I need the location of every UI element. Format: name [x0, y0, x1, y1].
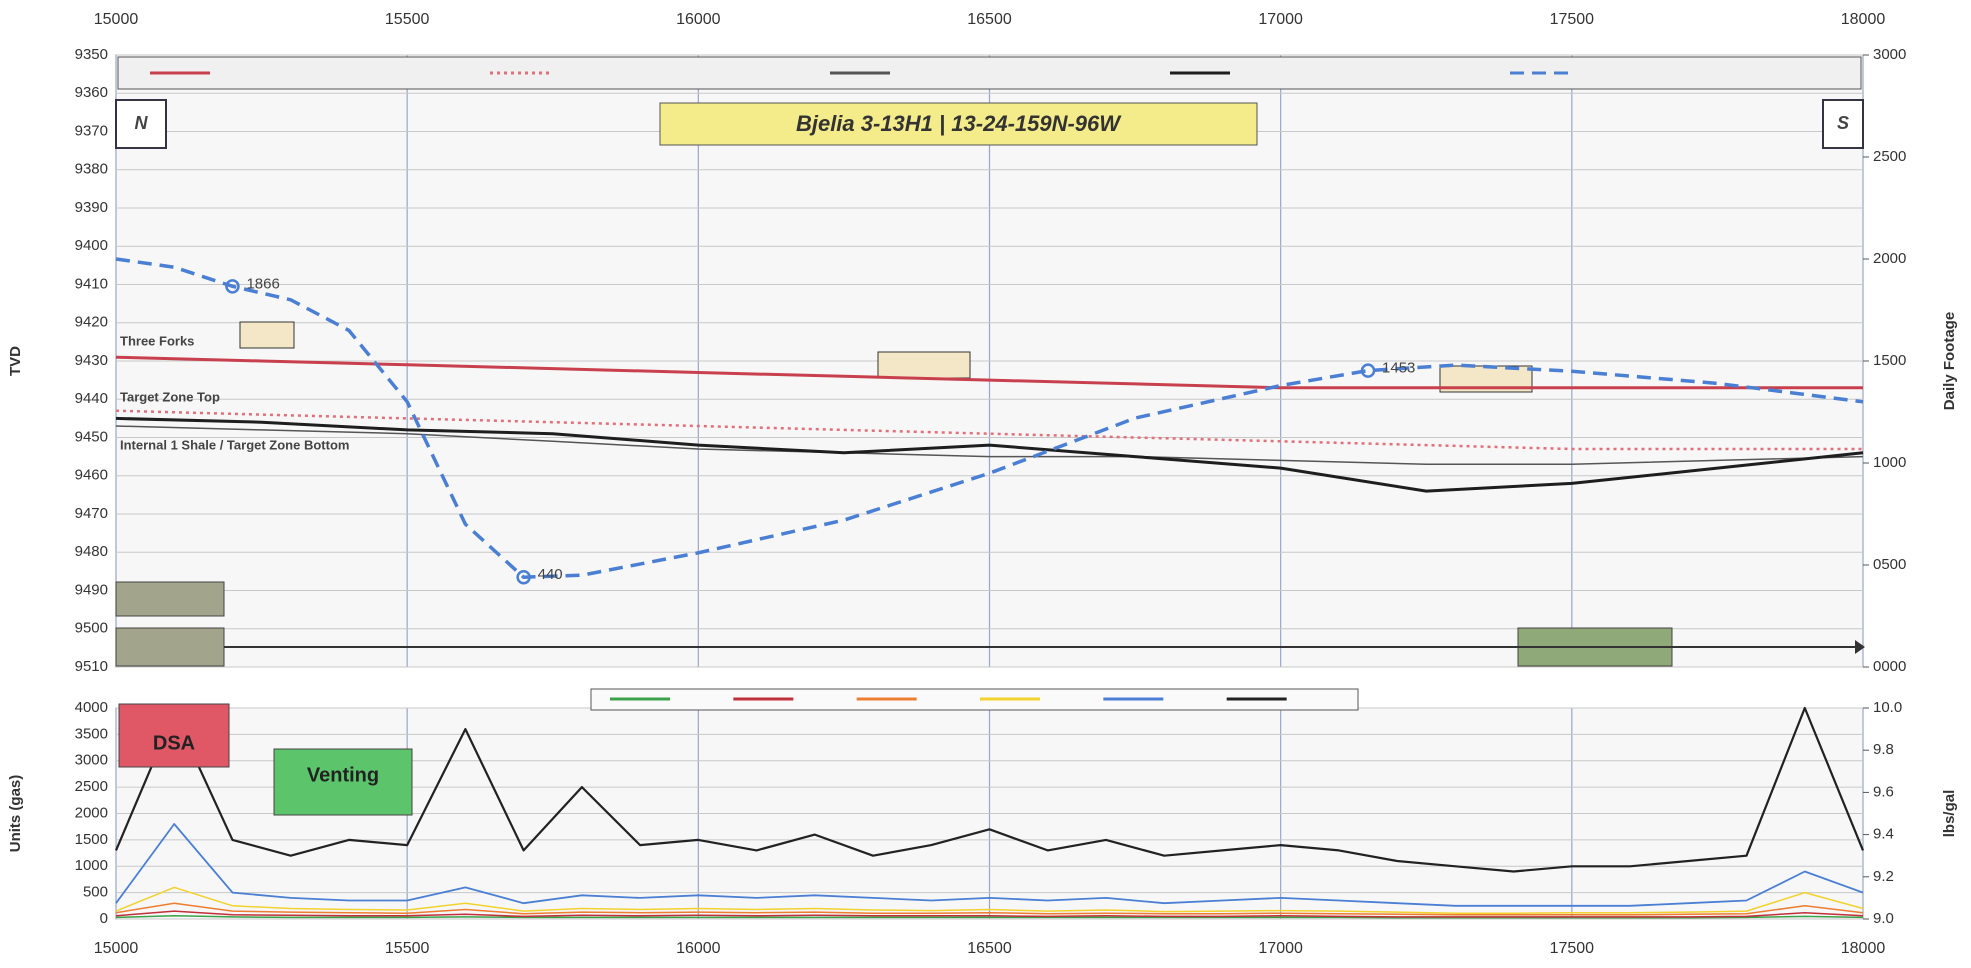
- y-tick-label: 1500: [75, 831, 108, 848]
- y2-tick-label: 2000: [1873, 250, 1906, 267]
- south-label: S: [1837, 113, 1849, 133]
- y2-tick-label: 1500: [1873, 352, 1906, 369]
- formation-label: Target Zone Top: [120, 389, 220, 404]
- series-line: [114, 706, 1865, 873]
- y-tick-label: 9380: [75, 161, 108, 178]
- x-tick-label: 16500: [967, 11, 1012, 28]
- y2-tick-label: 9.6: [1873, 783, 1894, 800]
- x-tick-label: 15500: [385, 11, 430, 28]
- y2-tick-label: 10.0: [1873, 699, 1902, 716]
- y-tick-label: 9410: [75, 275, 108, 292]
- y2-tick-label: 2500: [1873, 148, 1906, 165]
- arrow-head: [1855, 640, 1865, 654]
- x-tick-label: 16000: [676, 940, 721, 957]
- x-tick-label: 16500: [967, 940, 1012, 957]
- series-line: [115, 257, 1864, 579]
- north-label: N: [135, 113, 149, 133]
- y2-tick-label: 0500: [1873, 556, 1906, 573]
- y-tick-label: 9480: [75, 543, 108, 560]
- y2-tick-label: 9.2: [1873, 868, 1894, 885]
- y-tick-label: 2000: [75, 804, 108, 821]
- data-label: 1453: [1382, 360, 1415, 377]
- north-box: [115, 99, 167, 149]
- y-tick-label: 4000: [75, 699, 108, 716]
- y2-tick-label: 9.0: [1873, 910, 1894, 927]
- y2-tick-label: 9.8: [1873, 741, 1894, 758]
- y-axis-label: Units (gas): [7, 775, 24, 853]
- chart-title: Bjelia 3-13H1 | 13-24-159N-96W: [796, 111, 1122, 136]
- data-label: 440: [538, 566, 563, 583]
- x-tick-label: 17000: [1258, 940, 1303, 957]
- note-box: [115, 581, 225, 617]
- y2-tick-label: 3000: [1873, 46, 1906, 63]
- y-tick-label: 9490: [75, 581, 108, 598]
- data-label: 1866: [246, 275, 279, 292]
- note-box: [115, 627, 225, 667]
- dsa-box: [118, 703, 230, 768]
- y-tick-label: 2500: [75, 778, 108, 795]
- top-legend: [117, 56, 1862, 90]
- y-tick-label: 9440: [75, 390, 108, 407]
- venting-box: [273, 748, 413, 816]
- y-tick-label: 9500: [75, 620, 108, 637]
- y-tick-label: 9400: [75, 237, 108, 254]
- y-tick-label: 9430: [75, 352, 108, 369]
- point-marker: [225, 279, 240, 294]
- y2-tick-label: 0000: [1873, 658, 1906, 675]
- y-tick-label: 9360: [75, 84, 108, 101]
- dsa-label: DSA: [153, 732, 195, 754]
- y-tick-label: 500: [83, 884, 108, 901]
- x-tick-label: 16000: [676, 11, 721, 28]
- y-tick-label: 9350: [75, 46, 108, 63]
- y-tick-label: 3000: [75, 752, 108, 769]
- y-tick-label: 9470: [75, 505, 108, 522]
- y-tick-label: 0: [100, 910, 108, 927]
- y-tick-label: 9390: [75, 199, 108, 216]
- point-marker: [516, 569, 531, 585]
- x-tick-label: 15500: [385, 940, 430, 957]
- y-axis-label: TVD: [7, 346, 24, 376]
- series-line: [115, 910, 1864, 918]
- bottom-legend: [590, 688, 1359, 711]
- x-tick-label: 17000: [1258, 11, 1303, 28]
- formation-label: Internal 1 Shale / Target Zone Bottom: [120, 437, 349, 452]
- y2-axis-label: lbs/gal: [1941, 790, 1958, 838]
- note-box: [877, 351, 971, 379]
- series-line: [115, 915, 1864, 919]
- y-tick-label: 9450: [75, 428, 108, 445]
- series-line: [115, 416, 1864, 493]
- venting-label: Venting: [307, 764, 379, 786]
- series-line: [115, 425, 1864, 466]
- x-tick-label: 18000: [1841, 940, 1886, 957]
- y-tick-label: 9370: [75, 122, 108, 139]
- y-tick-label: 9510: [75, 658, 108, 675]
- y-tick-label: 3500: [75, 725, 108, 742]
- point-marker: [1360, 363, 1376, 378]
- x-tick-label: 15000: [94, 940, 139, 957]
- x-tick-label: 17500: [1550, 940, 1595, 957]
- formation-label: Three Forks: [120, 333, 194, 348]
- series-line: [115, 355, 1863, 390]
- series-line: [115, 823, 1864, 907]
- y2-tick-label: 1000: [1873, 454, 1906, 471]
- y2-tick-label: 9.4: [1873, 826, 1894, 843]
- y-tick-label: 9460: [75, 467, 108, 484]
- y2-axis-label: Daily Footage: [1941, 312, 1958, 410]
- series-line: [115, 902, 1864, 916]
- x-tick-label: 17500: [1550, 11, 1595, 28]
- y-tick-label: 9420: [75, 314, 108, 331]
- note-box: [239, 321, 295, 349]
- marks: 1866 440 1453: [114, 257, 1865, 919]
- south-box: [1822, 99, 1864, 149]
- title-box: [659, 102, 1258, 146]
- series-line: [115, 409, 1863, 451]
- x-tick-label: 18000: [1841, 11, 1886, 28]
- series-line: [115, 886, 1864, 914]
- y-tick-label: 1000: [75, 857, 108, 874]
- x-tick-label: 15000: [94, 11, 139, 28]
